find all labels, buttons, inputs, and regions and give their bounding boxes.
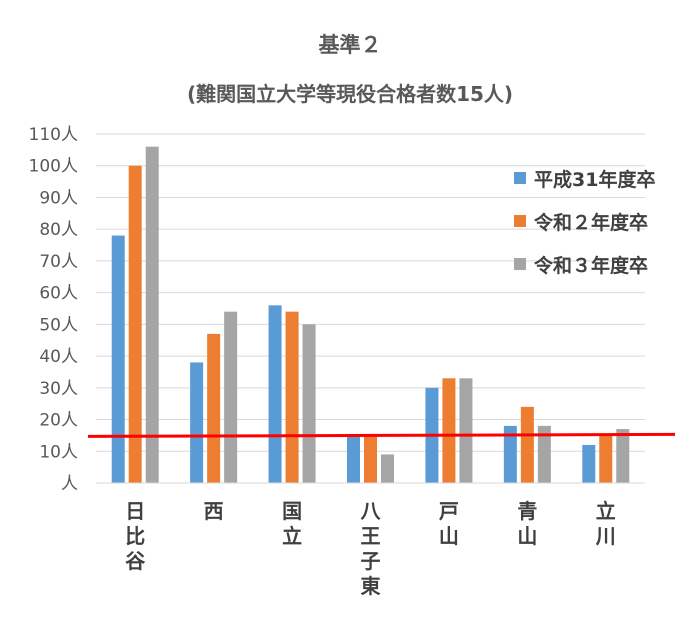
bar bbox=[128, 165, 142, 483]
category-label: 西 bbox=[204, 499, 224, 523]
y-axis-ticks: 人 10人 20人 30人 40人 50人 60人 70人 80人 90人 100人 110人 bbox=[29, 125, 78, 494]
y-tick-label: 60人 bbox=[39, 284, 78, 304]
category-label: 戸山 bbox=[439, 499, 459, 548]
y-tick-label: 30人 bbox=[39, 379, 78, 399]
legend-swatch bbox=[514, 258, 526, 270]
category-label: 立川 bbox=[595, 499, 616, 548]
bar bbox=[207, 333, 221, 483]
reference-line bbox=[87, 432, 676, 438]
bar bbox=[364, 435, 377, 483]
bar bbox=[302, 324, 316, 483]
y-tick-label: 90人 bbox=[39, 188, 78, 208]
y-tick-label: 100人 bbox=[29, 157, 78, 177]
reference-line-15 bbox=[87, 432, 676, 438]
legend-swatch bbox=[514, 215, 526, 227]
bar bbox=[442, 378, 456, 483]
category-label: 青山 bbox=[517, 499, 537, 548]
y-tick-label: 人 bbox=[61, 474, 78, 494]
bar bbox=[145, 146, 159, 483]
chart-title: 基準２ bbox=[319, 33, 382, 57]
category-label: 日比谷 bbox=[125, 499, 146, 573]
gridlines bbox=[96, 133, 645, 452]
legend-label: 平成31年度卒 bbox=[534, 168, 655, 191]
y-tick-label: 20人 bbox=[39, 411, 78, 431]
bar bbox=[224, 311, 238, 483]
bar bbox=[190, 362, 204, 483]
bar bbox=[520, 406, 534, 483]
category-labels: 日比谷 西 国立 八王子東 戸山 青山 立川 bbox=[125, 499, 616, 598]
y-tick-label: 70人 bbox=[39, 252, 78, 272]
y-tick-label: 50人 bbox=[39, 315, 78, 335]
bar bbox=[381, 454, 394, 483]
bar bbox=[285, 311, 299, 483]
bar bbox=[268, 305, 282, 483]
y-tick-label: 110人 bbox=[29, 125, 78, 145]
bar bbox=[111, 235, 125, 483]
bar bbox=[582, 444, 596, 483]
bar bbox=[537, 425, 551, 483]
category-label: 国立 bbox=[282, 499, 302, 548]
y-tick-label: 80人 bbox=[39, 220, 78, 240]
legend-swatch bbox=[514, 172, 526, 184]
chart-subtitle: (難関国立大学等現役合格者数15人) bbox=[187, 82, 513, 106]
bars bbox=[111, 146, 630, 483]
y-tick-label: 10人 bbox=[39, 442, 78, 462]
bar bbox=[459, 378, 473, 483]
legend-label: 令和２年度卒 bbox=[534, 211, 648, 234]
bar bbox=[347, 435, 360, 483]
category-label: 八王子東 bbox=[361, 499, 382, 598]
bar bbox=[599, 435, 613, 483]
bar bbox=[616, 429, 630, 483]
bar bbox=[503, 425, 517, 483]
y-tick-label: 40人 bbox=[39, 347, 78, 367]
legend-label: 令和３年度卒 bbox=[534, 254, 648, 277]
